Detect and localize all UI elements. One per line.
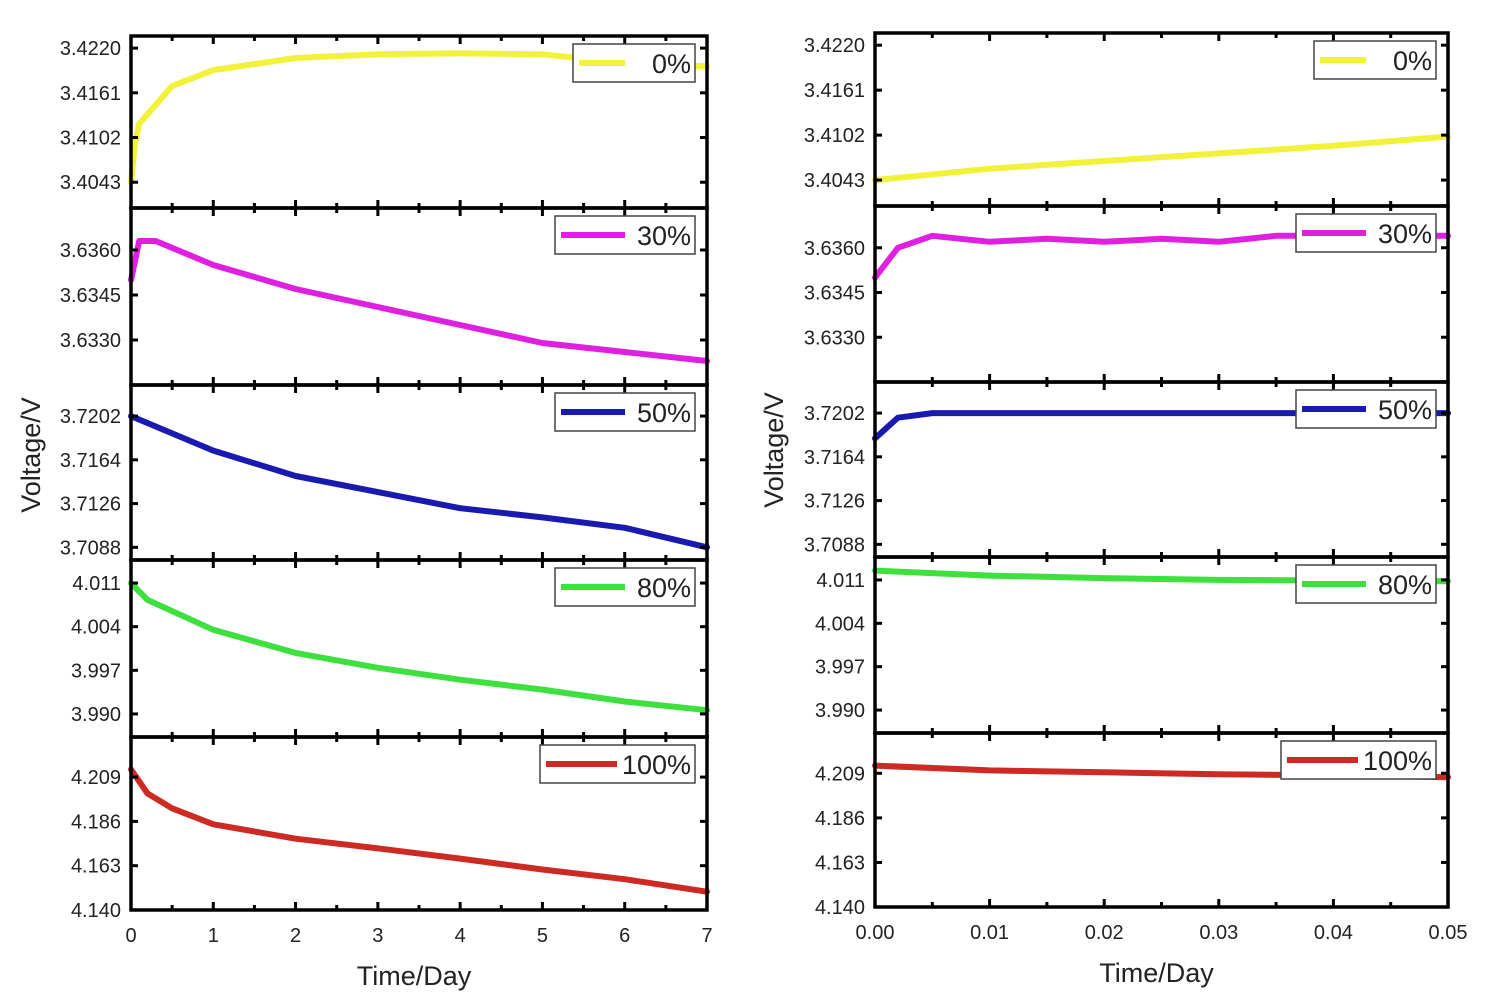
panel-0pct: 3.4220 3.4161 3.4102 3.4043 0% — [804, 31, 1451, 208]
series-line-80pct — [128, 580, 710, 714]
panel-50pct: 3.7202 3.7164 3.7126 3.7088 50% — [804, 380, 1451, 559]
panel-80pct: 4.011 4.004 3.997 3.990 80% — [815, 555, 1451, 735]
legend-label: 50% — [1378, 395, 1432, 425]
legend-label: 80% — [637, 573, 691, 603]
y-tick-label: 3.4220 — [60, 38, 121, 60]
y-tick-label: 4.140 — [815, 897, 865, 919]
series-line-100pct — [128, 766, 710, 895]
panel-50pct: 3.7202 3.7164 3.7126 3.7088 50% — [60, 383, 710, 562]
x-tick-label: 0.01 — [970, 922, 1009, 944]
x-axis-label: Time/Day — [1099, 958, 1214, 988]
x-tick-label: 0.05 — [1429, 922, 1468, 944]
y-tick-label: 4.186 — [71, 811, 121, 833]
x-tick-label: 0.04 — [1314, 922, 1353, 944]
panel-frame — [129, 735, 709, 912]
y-tick-label: 4.011 — [72, 573, 121, 595]
x-tick-label: 0.00 — [856, 922, 895, 944]
y-axis-label: Voltage/V — [759, 392, 789, 508]
y-tick-label: 3.6360 — [804, 238, 865, 260]
y-tick-label: 3.4102 — [804, 125, 865, 147]
y-tick-label: 4.163 — [815, 852, 865, 874]
y-tick-label: 4.011 — [816, 570, 865, 592]
y-tick-label: 3.7126 — [60, 494, 121, 516]
panel-100pct: 4.209 4.186 4.163 4.140 100% — [71, 735, 710, 922]
x-tick-label: 0 — [125, 925, 136, 947]
x-tick-label: 5 — [537, 925, 548, 947]
legend-label: 100% — [622, 750, 691, 780]
legend-label: 80% — [1378, 570, 1432, 600]
y-tick-label: 4.209 — [71, 767, 121, 789]
legend-label: 0% — [1393, 46, 1432, 76]
y-tick-label: 3.6360 — [60, 240, 121, 262]
x-tick-label: 0.03 — [1199, 922, 1238, 944]
chart-2: 3.42203.41613.41023.40430%3.63603.63453.… — [759, 31, 1468, 988]
y-tick-label: 4.186 — [815, 808, 865, 830]
legend-label: 30% — [637, 221, 691, 251]
x-tick-label: 3 — [372, 925, 383, 947]
y-tick-label: 3.6345 — [60, 285, 121, 307]
legend-label: 30% — [1378, 219, 1432, 249]
y-tick-label: 3.7164 — [804, 447, 865, 469]
panel-100pct: 4.209 4.186 4.163 4.140 100% — [815, 731, 1451, 919]
y-tick-label: 3.7088 — [804, 534, 865, 556]
y-tick-label: 3.7126 — [804, 491, 865, 513]
y-tick-label: 3.6345 — [804, 283, 865, 305]
y-tick-label: 3.997 — [815, 657, 865, 679]
y-tick-label: 3.990 — [815, 700, 865, 722]
series-line-0pct — [872, 133, 1451, 184]
y-axis-label: Voltage/V — [16, 397, 46, 513]
y-tick-label: 3.4043 — [60, 172, 121, 194]
panel-30pct: 3.6360 3.6345 3.6330 30% — [804, 204, 1451, 384]
x-tick-label: 4 — [455, 925, 466, 947]
y-tick-label: 3.6330 — [60, 330, 121, 352]
y-tick-label: 3.6330 — [804, 327, 865, 349]
y-tick-label: 4.209 — [815, 763, 865, 785]
chart-1: 3.42203.41613.41023.40430%3.63603.63453.… — [16, 34, 713, 991]
x-tick-label: 7 — [701, 925, 712, 947]
y-tick-label: 3.7164 — [60, 450, 121, 472]
y-tick-label: 3.4043 — [804, 170, 865, 192]
y-tick-label: 3.4102 — [60, 128, 121, 150]
x-tick-label: 6 — [619, 925, 630, 947]
series-line-30pct — [128, 238, 710, 364]
y-tick-label: 4.004 — [815, 613, 865, 635]
x-tick-label: 1 — [208, 925, 219, 947]
y-tick-label: 3.4220 — [804, 35, 865, 57]
x-tick-label: 2 — [290, 925, 301, 947]
panel-0pct: 3.4220 3.4161 3.4102 3.4043 0% — [60, 34, 710, 210]
panel-frame — [873, 731, 1450, 909]
y-tick-label: 4.163 — [71, 856, 121, 878]
y-tick-label: 3.7088 — [60, 537, 121, 559]
panel-80pct: 4.011 4.004 3.997 3.990 80% — [71, 558, 710, 739]
series-line-0pct — [128, 50, 710, 186]
y-tick-label: 3.4161 — [60, 83, 121, 105]
y-tick-label: 4.140 — [71, 900, 121, 922]
y-tick-label: 4.004 — [71, 617, 121, 639]
legend-label: 100% — [1363, 746, 1432, 776]
y-tick-label: 3.4161 — [804, 80, 865, 102]
y-tick-label: 3.997 — [71, 660, 121, 682]
y-tick-label: 3.7202 — [60, 406, 121, 428]
series-line-50pct — [128, 413, 710, 551]
panel-30pct: 3.6360 3.6345 3.6330 30% — [60, 206, 710, 387]
legend-label: 50% — [637, 398, 691, 428]
x-tick-label: 0.02 — [1085, 922, 1124, 944]
y-tick-label: 3.7202 — [804, 403, 865, 425]
legend-label: 0% — [652, 49, 691, 79]
x-axis-label: Time/Day — [357, 961, 472, 991]
y-tick-label: 3.990 — [71, 704, 121, 726]
